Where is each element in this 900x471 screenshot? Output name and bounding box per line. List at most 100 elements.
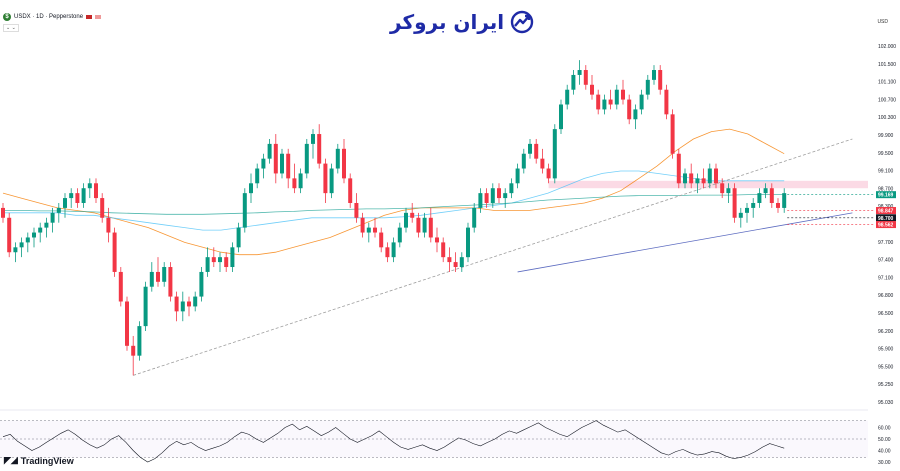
candle (137, 321, 142, 361)
rsi-line (2, 420, 785, 463)
candle (732, 183, 737, 223)
candle (497, 183, 501, 203)
candle (94, 178, 98, 203)
candle (112, 227, 117, 277)
candle (267, 138, 272, 164)
candle (13, 242, 18, 263)
price-label-bg (876, 191, 896, 199)
candle (100, 193, 105, 223)
rsi-band (0, 420, 868, 458)
candle (404, 207, 408, 233)
candle (218, 252, 222, 272)
trend-chart-icon (510, 10, 534, 34)
candle (577, 60, 582, 85)
candle (422, 212, 427, 238)
candle (366, 222, 371, 243)
candle (614, 84, 619, 110)
candle (714, 163, 718, 189)
candle (602, 94, 607, 115)
candle (590, 74, 594, 100)
candle (509, 178, 514, 199)
candle (236, 222, 241, 253)
candle (149, 262, 154, 292)
candle (211, 247, 216, 268)
candle (360, 212, 365, 238)
candle (168, 262, 173, 302)
candle (69, 188, 74, 208)
candle (534, 138, 539, 164)
candle (273, 134, 278, 184)
candle (763, 183, 768, 199)
moving-average-line (2, 128, 785, 256)
candle (639, 89, 644, 115)
candle (689, 163, 694, 189)
candle (565, 84, 570, 110)
candle (81, 183, 86, 208)
moving-average-line (3, 194, 785, 215)
candle (125, 296, 129, 351)
candle (428, 207, 433, 243)
candle (44, 217, 49, 238)
candle (230, 242, 235, 272)
resistance-zone (548, 180, 868, 189)
candle (695, 173, 700, 194)
candle (571, 70, 576, 95)
dollar-symbol-icon: $ (3, 13, 11, 21)
rsi-axis-tick: 30.00 (878, 460, 891, 466)
symbol-header[interactable]: $ USDX · 1D · Pepperstone (3, 13, 102, 21)
candle (683, 168, 687, 189)
candle (707, 163, 712, 189)
candle (143, 281, 148, 332)
price-label-bg (876, 214, 896, 222)
tradingview-branding[interactable]: ◤◢ TradingView (4, 455, 74, 466)
candle (435, 227, 439, 253)
candle (75, 188, 80, 208)
candle (670, 109, 675, 159)
candle (286, 148, 291, 189)
currency-label[interactable]: USD (877, 19, 888, 25)
candle (726, 183, 731, 203)
indicators-toggle-button[interactable]: ⌄ ⌄ (3, 24, 19, 32)
candle (19, 237, 24, 258)
candle (397, 222, 402, 248)
y-axis-tick: 97.400 (878, 258, 894, 264)
y-axis-tick: 99.100 (878, 169, 894, 175)
candle (87, 178, 92, 199)
candle (757, 188, 762, 208)
y-axis-tick: 99.900 (878, 133, 894, 139)
candle (596, 89, 601, 115)
candle (608, 89, 613, 110)
broker-logo: ایران بروکر (390, 10, 534, 34)
price-label: 98.700 (878, 216, 894, 222)
candle (131, 335, 136, 376)
candle (106, 207, 111, 243)
candle (242, 188, 247, 233)
candle (751, 198, 756, 218)
candle (348, 173, 353, 208)
candle (261, 153, 266, 179)
candle (472, 202, 477, 233)
y-axis-tick: 95.030 (878, 400, 894, 406)
candle (385, 242, 390, 263)
price-label-bg (876, 207, 896, 215)
y-axis-tick: 96.500 (878, 311, 894, 317)
symbol-title: USDX · 1D · Pepperstone (14, 14, 84, 20)
candle (447, 247, 452, 272)
candle (354, 193, 359, 223)
candle (255, 163, 260, 189)
candle (38, 222, 43, 243)
candle (1, 202, 5, 223)
candle (453, 252, 458, 272)
candle (776, 198, 780, 213)
candle (478, 188, 483, 213)
candle (410, 202, 415, 223)
candle (56, 202, 61, 223)
price-label-bg (876, 221, 896, 229)
tradingview-logo-icon: ◤◢ (4, 455, 18, 465)
y-axis-tick: 95.250 (878, 382, 894, 388)
candle (323, 158, 328, 203)
y-axis-tick: 98.700 (878, 186, 894, 192)
y-axis-tick: 96.200 (878, 329, 894, 335)
candle (459, 252, 464, 272)
